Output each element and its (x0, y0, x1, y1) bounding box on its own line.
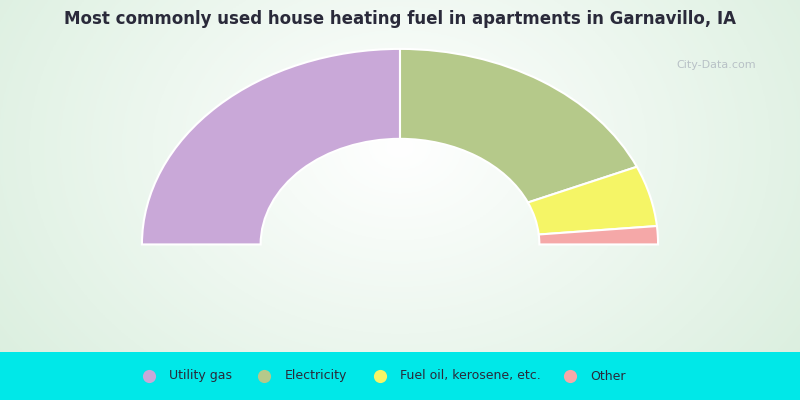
Text: City-Data.com: City-Data.com (676, 60, 756, 70)
Point (374, 373, 386, 379)
Point (258, 373, 271, 379)
Wedge shape (528, 167, 657, 234)
Wedge shape (142, 49, 400, 244)
Point (564, 373, 577, 379)
Point (142, 373, 155, 379)
Text: Fuel oil, kerosene, etc.: Fuel oil, kerosene, etc. (400, 370, 541, 382)
Text: Other: Other (590, 370, 626, 382)
Text: Utility gas: Utility gas (169, 370, 232, 382)
Text: Electricity: Electricity (285, 370, 347, 382)
Wedge shape (400, 49, 637, 202)
Wedge shape (538, 226, 658, 244)
Text: Most commonly used house heating fuel in apartments in Garnavillo, IA: Most commonly used house heating fuel in… (64, 10, 736, 28)
